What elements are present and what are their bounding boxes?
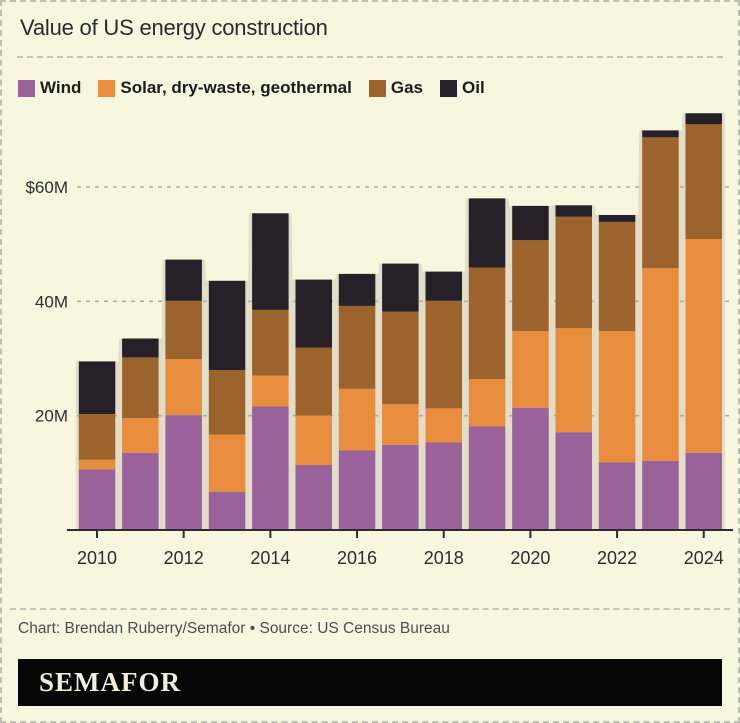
- bar-segment-oil-2015[interactable]: [295, 279, 333, 348]
- bar-segment-oil-2010[interactable]: [78, 361, 116, 414]
- bar-segment-oil-2013[interactable]: [208, 280, 246, 370]
- logo-bar: SEMAFOR: [18, 659, 722, 706]
- bar-segment-wind-2011[interactable]: [122, 452, 159, 530]
- bar-segment-oil-2012[interactable]: [165, 259, 202, 301]
- x-axis-label-2022: 2022: [597, 548, 637, 568]
- bar-segment-gas-2017[interactable]: [382, 311, 419, 405]
- y-axis-label-60M: $60M: [25, 178, 68, 197]
- bar-segment-oil-2022[interactable]: [598, 215, 636, 222]
- bar-segment-wind-2023[interactable]: [642, 460, 679, 530]
- bar-segment-wind-2015[interactable]: [295, 464, 333, 530]
- bar-segment-gas-2012[interactable]: [165, 300, 202, 360]
- legend-label: Solar, dry-waste, geothermal: [120, 78, 352, 97]
- bar-segment-oil-2017[interactable]: [382, 263, 419, 312]
- bar-segment-solar-2022[interactable]: [598, 331, 636, 463]
- bar-segment-wind-2013[interactable]: [208, 491, 246, 530]
- bar-segment-gas-2010[interactable]: [78, 414, 116, 460]
- legend-item-oil: Oil: [440, 78, 485, 98]
- bar-segment-solar-2018[interactable]: [425, 408, 463, 443]
- bar-segment-solar-2020[interactable]: [512, 331, 549, 408]
- bar-segment-oil-2014[interactable]: [252, 213, 289, 310]
- legend-label: Wind: [40, 78, 82, 97]
- x-axis-label-2020: 2020: [510, 548, 550, 568]
- bar-segment-wind-2021[interactable]: [555, 432, 593, 530]
- bar-segment-oil-2024[interactable]: [685, 113, 723, 125]
- footer-divider: [10, 608, 730, 610]
- semafor-logo: SEMAFOR: [39, 667, 181, 697]
- bar-segment-gas-2023[interactable]: [642, 137, 679, 269]
- bar-segment-oil-2020[interactable]: [512, 205, 549, 241]
- bar-segment-oil-2021[interactable]: [555, 205, 593, 217]
- legend-label: Gas: [390, 78, 423, 97]
- legend-swatch-gas: [368, 79, 386, 97]
- bar-segment-wind-2022[interactable]: [598, 462, 636, 531]
- bar-segment-gas-2021[interactable]: [555, 216, 593, 329]
- bar-segment-solar-2010[interactable]: [78, 459, 116, 470]
- bar-segment-wind-2014[interactable]: [252, 406, 289, 531]
- bar-segment-gas-2011[interactable]: [122, 357, 159, 418]
- legend-swatch-solar: [98, 79, 116, 97]
- y-axis-label-20M: 20M: [35, 407, 68, 426]
- bar-segment-gas-2018[interactable]: [425, 300, 463, 409]
- bar-segment-gas-2016[interactable]: [338, 305, 376, 389]
- bar-segment-solar-2016[interactable]: [338, 388, 376, 451]
- legend-label: Oil: [462, 78, 485, 97]
- bar-segment-oil-2016[interactable]: [338, 273, 376, 306]
- bar-segment-solar-2012[interactable]: [165, 359, 202, 416]
- bar-segment-gas-2013[interactable]: [208, 369, 246, 435]
- bar-segment-wind-2016[interactable]: [338, 450, 376, 531]
- bar-segment-solar-2024[interactable]: [685, 239, 723, 453]
- legend-item-solar: Solar, dry-waste, geothermal: [98, 78, 352, 98]
- x-axis-label-2018: 2018: [424, 548, 464, 568]
- x-axis-label-2014: 2014: [250, 548, 290, 568]
- bar-segment-wind-2017[interactable]: [382, 444, 419, 530]
- legend: Wind Solar, dry-waste, geothermal Gas Oil: [18, 78, 722, 98]
- bar-segment-gas-2024[interactable]: [685, 124, 723, 239]
- bar-segment-gas-2014[interactable]: [252, 309, 289, 376]
- bar-segment-gas-2022[interactable]: [598, 221, 636, 332]
- legend-swatch-wind: [18, 79, 35, 97]
- bar-segment-solar-2021[interactable]: [555, 328, 593, 433]
- bar-segment-wind-2020[interactable]: [512, 407, 549, 530]
- bar-segment-oil-2018[interactable]: [425, 271, 463, 301]
- attribution: Chart: Brendan Ruberry/Semafor • Source:…: [18, 620, 450, 637]
- bar-segment-wind-2019[interactable]: [468, 426, 506, 531]
- bar-segment-wind-2010[interactable]: [78, 469, 116, 530]
- bar-segment-gas-2020[interactable]: [512, 240, 549, 332]
- legend-swatch-oil: [440, 79, 457, 97]
- legend-item-wind: Wind: [18, 78, 81, 98]
- bar-segment-gas-2019[interactable]: [468, 267, 506, 380]
- bar-segment-solar-2023[interactable]: [642, 268, 679, 461]
- title-divider: [17, 56, 723, 58]
- bar-segment-solar-2014[interactable]: [252, 375, 289, 407]
- bar-segment-solar-2011[interactable]: [122, 418, 159, 453]
- legend-item-gas: Gas: [368, 78, 423, 98]
- x-axis-label-2010: 2010: [77, 548, 117, 568]
- x-axis-label-2016: 2016: [337, 548, 377, 568]
- bar-segment-gas-2015[interactable]: [295, 347, 333, 416]
- page-title: Value of US energy construction: [20, 15, 328, 40]
- x-axis-label-2024: 2024: [684, 548, 724, 568]
- bar-segment-oil-2011[interactable]: [122, 338, 159, 358]
- y-axis-label-40M: 40M: [35, 292, 68, 311]
- x-axis-label-2012: 2012: [164, 548, 204, 568]
- bar-segment-solar-2019[interactable]: [468, 379, 506, 427]
- header: Value of US energy construction: [2, 2, 738, 42]
- bar-segment-solar-2015[interactable]: [295, 415, 333, 465]
- bar-segment-oil-2023[interactable]: [642, 130, 679, 138]
- bar-segment-wind-2024[interactable]: [685, 452, 723, 530]
- stacked-bar-chart: 20M 40M $60M 2010 2012 2014 2016 2018 2020 2022 20…: [25, 113, 733, 568]
- bar-segment-wind-2018[interactable]: [425, 442, 463, 531]
- bar-segment-solar-2017[interactable]: [382, 404, 419, 445]
- bar-segment-solar-2013[interactable]: [208, 434, 246, 492]
- bar-segment-oil-2019[interactable]: [468, 198, 506, 268]
- bar-segment-wind-2012[interactable]: [165, 415, 202, 530]
